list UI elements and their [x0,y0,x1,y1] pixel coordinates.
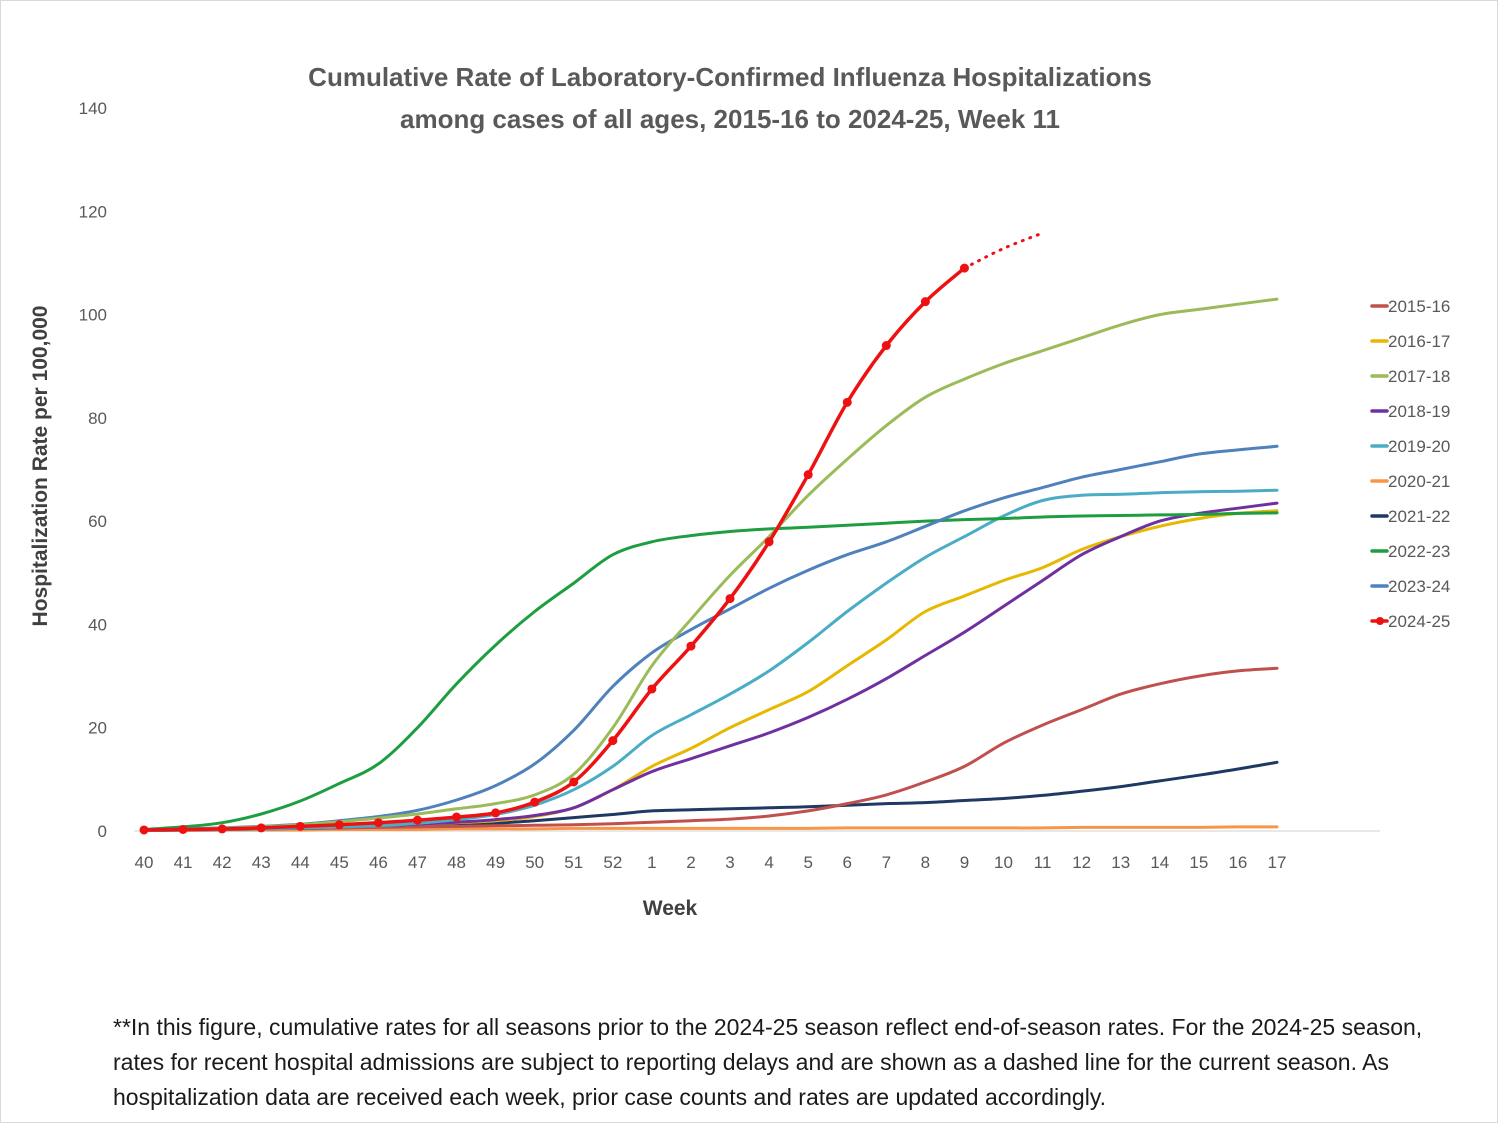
data-point-2024-25 [725,594,735,604]
chart-title-line-2: among cases of all ages, 2015-16 to 2024… [400,104,1060,134]
series-line-2020-21 [142,825,1279,833]
y-tick-label: 140 [79,99,107,118]
x-tick-label: 46 [369,853,388,872]
x-tick-label: 40 [135,853,154,872]
data-point-2024-25 [217,824,227,834]
data-point-2024-25 [881,341,891,351]
x-tick-label: 49 [486,853,505,872]
data-point-2024-25 [647,684,657,694]
legend-marker [1376,617,1384,625]
x-tick-label: 43 [252,853,271,872]
x-tick-label: 41 [174,853,193,872]
data-point-2024-25 [373,818,383,828]
series-line-2023-24 [142,444,1279,832]
legend-item-label: 2022-23 [1388,542,1450,561]
series-line-2024-25 [142,266,967,832]
y-tick-label: 100 [79,306,107,325]
legend-item-label: 2021-22 [1388,507,1450,526]
data-point-2024-25 [803,470,813,480]
data-point-2024-25 [608,736,618,746]
y-tick-label: 20 [88,719,107,738]
data-point-2024-25 [764,537,774,547]
x-tick-label: 44 [291,853,310,872]
x-tick-label: 17 [1268,853,1287,872]
data-point-2024-25 [530,797,540,807]
x-tick-label: 5 [803,853,812,872]
y-tick-label: 60 [88,512,107,531]
x-tick-label: 1 [647,853,656,872]
data-point-2024-25 [920,297,930,307]
x-tick-label: 8 [921,853,930,872]
series-line-2016-17 [142,509,1279,832]
x-tick-label: 52 [603,853,622,872]
legend: 2015-16 2016-17 2017-18 2018-19 2019-20 2020-… [1370,297,1450,631]
legend-item-label: 2023-24 [1388,577,1450,596]
x-tick-label: 10 [994,853,1013,872]
y-tick-label: 40 [88,615,107,634]
x-tick-label: 14 [1150,853,1169,872]
series-line-2024-25-reporting-delays [962,231,1045,270]
series-line-2022-23 [142,511,1279,831]
y-axis: 0 20 40 60 80 100 120 140 [79,99,107,841]
data-point-2024-25 [334,820,344,830]
data-point-2024-25 [139,825,149,835]
x-axis-label: Week [643,897,698,920]
series-line-2017-18 [142,297,1279,832]
x-tick-label: 7 [882,853,891,872]
y-axis-label: Hospitalization Rate per 100,000 [29,306,52,627]
y-tick-label: 0 [98,822,107,841]
x-tick-label: 15 [1189,853,1208,872]
data-point-2024-25 [295,821,305,831]
x-axis: 40 41 42 43 44 45 46 47 48 49 50 51 52 1 2 3 4 5 6 7 8 9 10 11 1… [135,853,1287,872]
x-tick-label: 12 [1072,853,1091,872]
x-tick-label: 6 [843,853,852,872]
legend-item-label: 2024-25 [1388,612,1450,631]
data-point-2024-25 [452,812,462,822]
x-tick-label: 11 [1034,853,1052,872]
footnote: **In this figure, cumulative rates for a… [113,1014,1423,1110]
x-tick-label: 45 [330,853,349,872]
x-tick-label: 2 [686,853,695,872]
y-tick-label: 80 [88,409,107,428]
x-tick-label: 13 [1111,853,1130,872]
series-line-2015-16 [142,666,1279,832]
legend-item-label: 2017-18 [1388,367,1450,386]
chart: Cumulative Rate of Laboratory-Confirmed … [29,62,1450,920]
data-point-2024-25 [178,824,188,834]
data-point-2024-25 [412,815,422,825]
x-tick-label: 48 [447,853,466,872]
x-tick-label: 3 [725,853,734,872]
x-tick-label: 16 [1228,853,1247,872]
legend-item-label: 2020-21 [1388,472,1450,491]
data-point-2024-25 [569,777,579,787]
data-point-2024-25 [842,397,852,407]
x-tick-label: 4 [764,853,773,872]
x-tick-label: 51 [564,853,583,872]
x-tick-label: 9 [960,853,969,872]
y-tick-label: 120 [79,202,107,221]
legend-item-label: 2019-20 [1388,437,1450,456]
x-tick-label: 50 [525,853,544,872]
data-point-2024-25 [491,808,501,818]
chart-title-line-1: Cumulative Rate of Laboratory-Confirmed … [308,62,1152,92]
x-tick-label: 42 [213,853,232,872]
x-tick-label: 47 [408,853,427,872]
legend-item-label: 2015-16 [1388,297,1450,316]
series-line-2018-19 [142,501,1279,832]
legend-item-label: 2016-17 [1388,332,1450,351]
data-point-2024-25 [256,823,266,833]
data-point-2024-25 [686,641,696,651]
legend-item-label: 2018-19 [1388,402,1450,421]
series-lines [139,231,1279,835]
